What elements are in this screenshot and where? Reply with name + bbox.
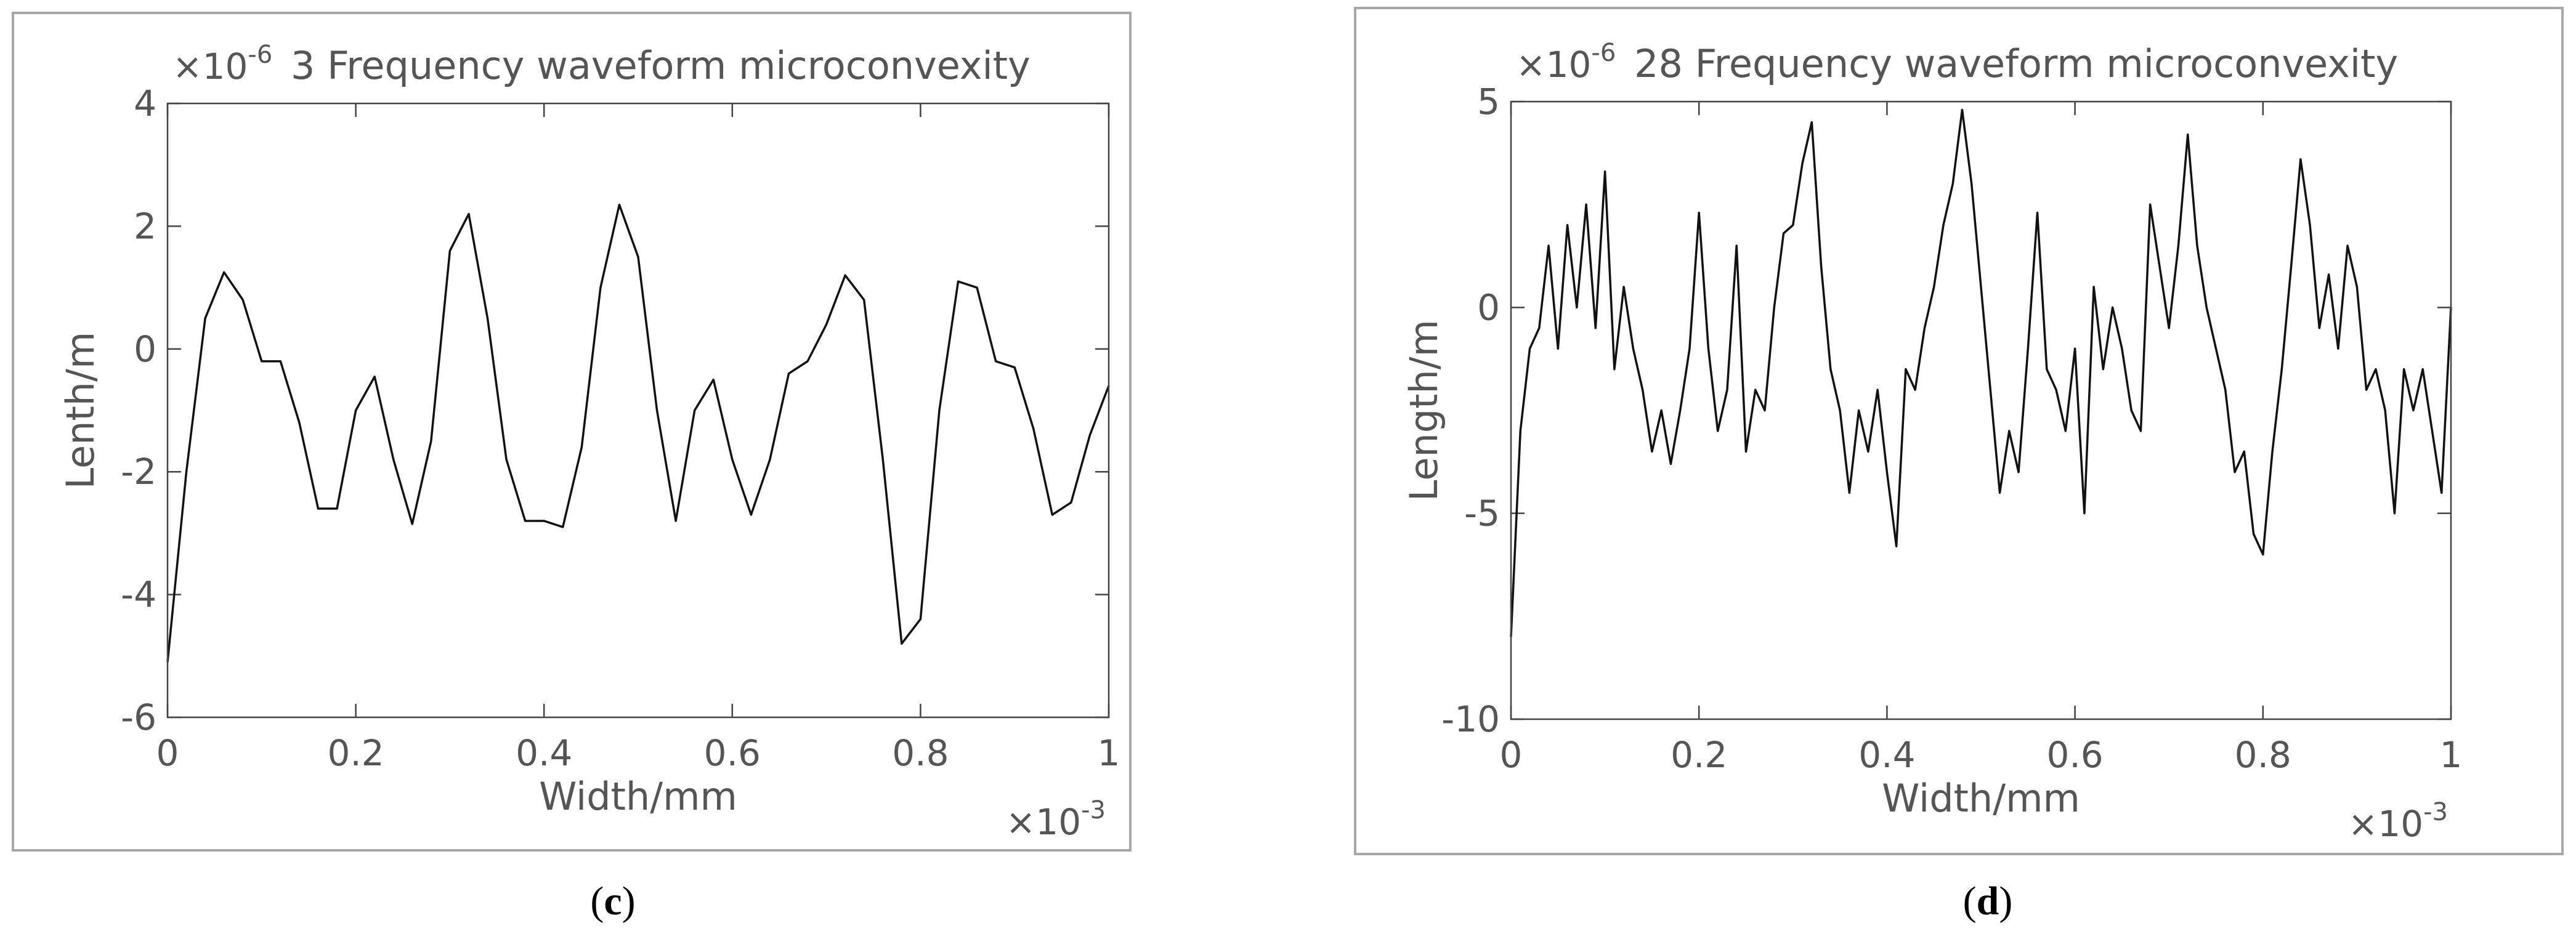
- y-axis-label: Lenth/m: [58, 332, 103, 490]
- axes-box: [166, 102, 1110, 719]
- x-tick-label: 0: [156, 732, 179, 774]
- x-tick-label: 0.8: [2235, 734, 2291, 776]
- axis-multiplier: ×10-6: [172, 41, 272, 87]
- x-axis-label: Width/mm: [539, 774, 737, 819]
- y-tick-label: 0: [134, 328, 156, 370]
- y-tick-label: -6: [121, 696, 156, 738]
- x-tick-label: 0: [1500, 734, 1523, 776]
- multiplier-base: ×10: [1006, 801, 1081, 843]
- axis-multiplier: ×10-3: [1006, 796, 1106, 843]
- y-tick-label: 5: [1477, 81, 1500, 123]
- caption: (d): [1963, 879, 2013, 924]
- y-tick-label: -4: [121, 574, 156, 616]
- axis-multiplier: ×10-3: [2348, 798, 2448, 845]
- y-tick-label: -2: [121, 451, 156, 493]
- multiplier-exponent: -6: [1591, 39, 1616, 67]
- axes-box: [1510, 100, 2452, 720]
- x-tick-label: 0.6: [2046, 734, 2103, 776]
- axis-multiplier: ×10-6: [1516, 39, 1616, 86]
- y-axis-label: Length/m: [1401, 320, 1446, 501]
- x-tick-label: 0.8: [892, 732, 949, 774]
- line-series: [166, 203, 1110, 663]
- caption-open: (: [1963, 879, 1977, 924]
- y-tick-label: -5: [1464, 493, 1500, 534]
- x-tick-label: 0.4: [516, 732, 572, 774]
- caption-letter: d: [1977, 879, 1999, 924]
- y-tick-label: 4: [134, 83, 156, 124]
- y-tick-label: -10: [1441, 698, 1500, 740]
- x-tick-label: 1: [1098, 732, 1120, 774]
- x-axis-label: Width/mm: [1882, 776, 2080, 821]
- x-tick-label: 1: [2440, 734, 2463, 776]
- y-tick-label: 0: [1477, 286, 1500, 328]
- caption-close: ): [1999, 879, 2012, 924]
- caption-letter: c: [604, 879, 622, 924]
- multiplier-base: ×10: [1516, 44, 1591, 86]
- x-tick-label: 0.2: [1671, 734, 1727, 776]
- caption: (c): [590, 879, 635, 924]
- chart-title: 3 Frequency waveform microconvexity: [291, 43, 1031, 88]
- panel-frame: [1354, 7, 2564, 855]
- y-tick-label: 2: [134, 205, 156, 247]
- panel-frame: [12, 12, 1132, 852]
- line-series: [1510, 108, 2452, 637]
- x-tick-label: 0.6: [704, 732, 761, 774]
- multiplier-exponent: -3: [1081, 796, 1106, 824]
- caption-open: (: [590, 879, 604, 924]
- x-tick-label: 0.4: [1858, 734, 1915, 776]
- chart-title: 28 Frequency waveform microconvexity: [1634, 41, 2398, 86]
- caption-close: ): [622, 879, 636, 924]
- multiplier-base: ×10: [172, 46, 248, 87]
- multiplier-exponent: -6: [248, 41, 272, 69]
- x-tick-label: 0.2: [327, 732, 384, 774]
- multiplier-exponent: -3: [2423, 798, 2448, 826]
- multiplier-base: ×10: [2348, 803, 2423, 845]
